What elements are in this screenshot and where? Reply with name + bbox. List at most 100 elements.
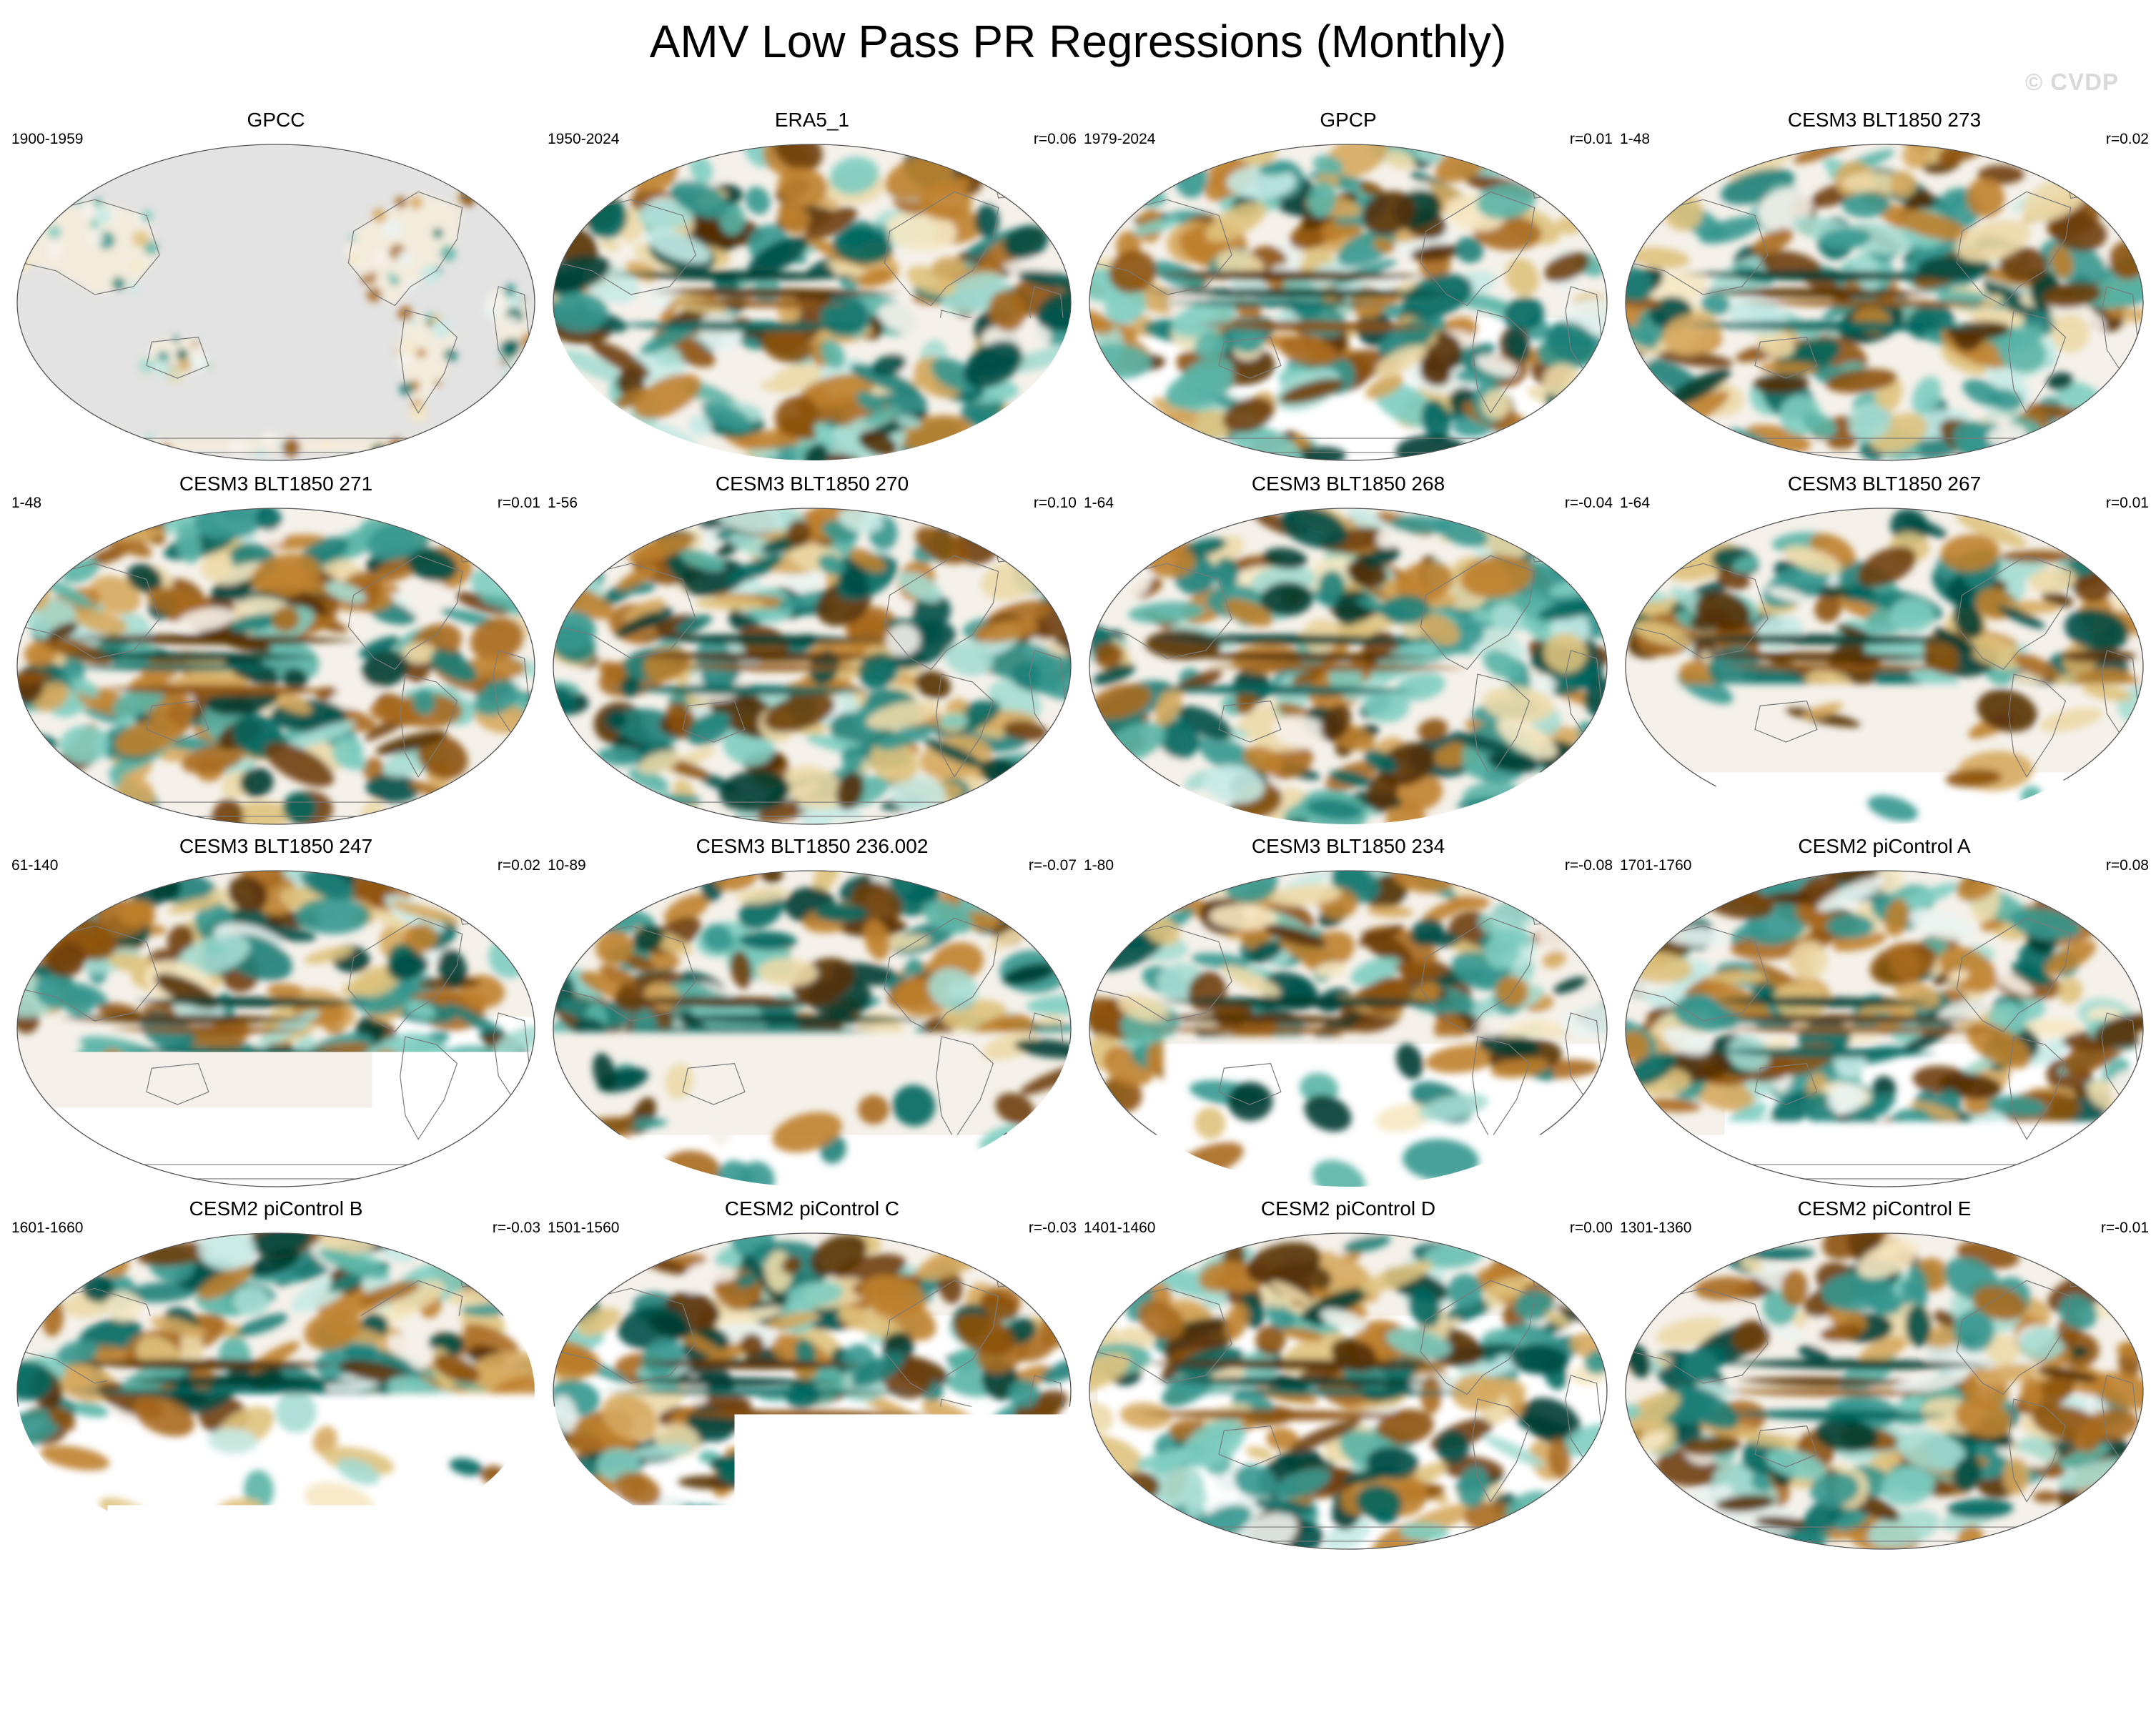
global-map [1617, 1225, 2152, 1561]
map-panel: GPCP 1979-2024 r=0.01 [1081, 109, 1616, 472]
panel-title: CESM2 piControl B [9, 1197, 543, 1220]
colorbar-tick-label: -2 [649, 1617, 678, 1657]
colorbar-swatch [1701, 1585, 1770, 1616]
anomaly-blob [481, 188, 495, 202]
map-panel: CESM3 BLT1850 234 1-80 r=-0.08 [1081, 835, 1616, 1198]
coastline [1529, 899, 1560, 924]
colorbar-swatch [1425, 1585, 1494, 1616]
global-map [1081, 862, 1616, 1198]
colorbar-swatch [1493, 1585, 1563, 1616]
anomaly-blob [114, 432, 127, 445]
panel-title: CESM2 piControl E [1617, 1197, 2152, 1220]
global-map [9, 500, 543, 836]
anomaly-blob [480, 187, 495, 202]
anomaly-blob [475, 189, 488, 202]
anomaly-blob [296, 897, 370, 934]
global-map [1081, 136, 1616, 472]
colorbar-swatch [1217, 1585, 1286, 1616]
colorbar-swatch [1355, 1585, 1425, 1616]
anomaly-blob [468, 179, 476, 188]
global-map [1617, 136, 2152, 472]
anomaly-blob [86, 229, 103, 247]
anomaly-blob [432, 228, 443, 239]
map-panel: CESM3 BLT1850 247 61-140 r=0.02 [9, 835, 543, 1198]
coastline [1529, 1262, 1560, 1287]
anomaly-blob [1119, 1472, 1159, 1502]
coastline [457, 173, 488, 198]
anomaly-blob [500, 340, 519, 358]
anomaly-blob [360, 262, 373, 276]
colorbar-swatch [1148, 1585, 1217, 1616]
map-panel: CESM2 piControl E 1301-1360 r=-0.01 [1617, 1197, 2152, 1561]
coastline [457, 899, 488, 924]
coastline [2065, 173, 2096, 198]
anomaly-blob [282, 438, 301, 457]
panel-title: GPCC [9, 109, 543, 132]
ocean-missing-data [14, 142, 538, 463]
colorbar-swatch [1009, 1585, 1079, 1616]
panel-title: CESM3 BLT1850 247 [9, 835, 543, 858]
colorbar-swatch [664, 1585, 733, 1616]
anomaly-blob [504, 315, 518, 330]
anomaly-blob [399, 382, 413, 396]
panel-title: GPCP [1081, 109, 1616, 132]
colorbar [387, 1584, 1770, 1617]
panel-title: CESM2 piControl C [545, 1197, 1079, 1220]
anomaly-blob [371, 444, 388, 461]
colorbar-swatch [525, 1585, 595, 1616]
global-map [545, 1225, 1079, 1561]
colorbar-swatch [871, 1585, 941, 1616]
panel-title: CESM3 BLT1850 273 [1617, 109, 2152, 132]
anomaly-blob [418, 433, 431, 445]
map-panel: ERA5_1 1950-2024 r=0.06 [545, 109, 1079, 472]
colorbar-tick-label: -0.75 [765, 1617, 840, 1657]
anomaly-blob [505, 363, 518, 376]
panel-title: CESM3 BLT1850 267 [1617, 473, 2152, 495]
anomaly-blob [192, 341, 198, 347]
colorbar-swatch [941, 1585, 1010, 1616]
map-panel: CESM2 piControl A 1701-1760 r=0.08 [1617, 835, 2152, 1198]
map-panel: CESM3 BLT1850 236.002 10-89 r=-0.07 [545, 835, 1079, 1198]
anomaly-blob [178, 358, 191, 371]
colorbar-swatch [387, 1585, 457, 1616]
anomaly-blob [447, 163, 467, 182]
colorbar-swatch [1286, 1585, 1355, 1616]
colorbar-tick-labels: -4 -2 -0.75 -0.25 0 0.25 0.75 2 4 [387, 1617, 1770, 1660]
panel-title: ERA5_1 [545, 109, 1079, 132]
anomaly-blob [132, 230, 149, 247]
colorbar-tick-label: 4 [1623, 1617, 1641, 1657]
anomaly-blob [402, 440, 412, 450]
panel-title: CESM2 piControl A [1617, 835, 2152, 858]
global-map [9, 1225, 543, 1561]
anomaly-blob [420, 435, 430, 445]
anomaly-blob [481, 188, 495, 202]
colorbar-tick-label: 2 [1484, 1617, 1503, 1657]
anomaly-blob [93, 197, 102, 207]
global-map [1617, 500, 2152, 836]
anomaly-blob [45, 241, 64, 260]
colorbar-tick-label: -4 [511, 1617, 540, 1657]
anomaly-blob [229, 440, 247, 458]
map-panel: GPCC 1900-1959 [9, 109, 543, 472]
global-map [1081, 1225, 1616, 1561]
anomaly-blob [397, 352, 414, 368]
panel-title: CESM3 BLT1850 268 [1081, 473, 1616, 495]
colorbar-swatch [457, 1585, 526, 1616]
panel-title: CESM3 BLT1850 270 [545, 473, 1079, 495]
map-panel: CESM3 BLT1850 273 1-48 r=0.02 [1617, 109, 2152, 472]
colorbar-tick-label: -0.25 [903, 1617, 978, 1657]
colorbar-swatch [595, 1585, 664, 1616]
colorbar-units: mm/day /C /C [0, 1659, 2156, 1699]
global-map [9, 862, 543, 1198]
global-map [1617, 862, 2152, 1198]
anomaly-blob [372, 249, 389, 266]
anomaly-blob [408, 318, 417, 327]
anomaly-blob [450, 165, 465, 180]
map-panel: CESM3 BLT1850 270 1-56 r=0.10 [545, 473, 1079, 836]
anomaly-blob [390, 445, 397, 453]
coastline [2065, 899, 2096, 924]
anomaly-blob [396, 250, 413, 267]
colorbar-tick-label: 0.25 [1185, 1617, 1250, 1657]
anomaly-blob [47, 225, 61, 239]
global-map [9, 136, 543, 472]
